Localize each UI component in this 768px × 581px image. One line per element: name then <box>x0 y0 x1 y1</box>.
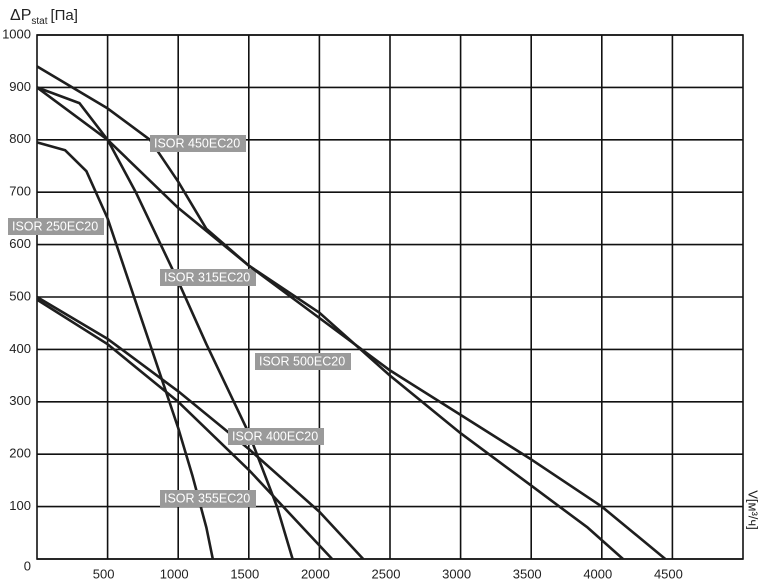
y-tick-label: 100 <box>9 498 31 513</box>
x-tick-label: 4000 <box>583 566 612 581</box>
x-tick-label: 3500 <box>513 566 542 581</box>
fan-curve <box>36 86 667 561</box>
curve-label: ISOR 400EC20 <box>232 429 318 443</box>
x-tick-label: 3000 <box>442 566 471 581</box>
x-tick-label: 1000 <box>160 566 189 581</box>
curve-label-box <box>8 218 104 235</box>
y-tick-label: 500 <box>9 288 31 303</box>
curve-label: ISOR 450EC20 <box>154 136 240 150</box>
x-axis-label: V[м³/ч] <box>746 490 761 530</box>
y-tick-label: 0 <box>24 558 31 573</box>
x-tick-label: 2000 <box>301 566 330 581</box>
y-tick-label: 300 <box>9 393 31 408</box>
curve-label-box <box>160 490 256 507</box>
curve-label-box <box>228 428 324 445</box>
y-tick-label: 200 <box>9 446 31 461</box>
y-tick-label: 900 <box>9 79 31 94</box>
fan-curve <box>36 141 215 560</box>
curve-label-box <box>255 353 351 370</box>
curve-label: ISOR 500EC20 <box>259 354 345 368</box>
x-tick-label: 4500 <box>654 566 683 581</box>
x-tick-label: 1500 <box>230 566 259 581</box>
fan-curve <box>36 65 624 560</box>
y-axis-label: ΔPstat [Па] <box>10 7 78 27</box>
x-tick-label: 2500 <box>372 566 401 581</box>
y-tick-label: 600 <box>9 236 31 251</box>
y-tick-label: 400 <box>9 341 31 356</box>
x-tick-label: 500 <box>93 566 115 581</box>
curve-label-box <box>160 269 256 286</box>
fan-curve <box>36 295 365 560</box>
y-tick-label: 800 <box>9 131 31 146</box>
y-tick-label: 700 <box>9 184 31 199</box>
curve-label: ISOR 315EC20 <box>164 270 250 284</box>
y-tick-label: 1000 <box>2 26 31 41</box>
fan-curve <box>36 298 334 560</box>
curve-label: ISOR 250EC20 <box>12 219 98 233</box>
curve-label: ISOR 355EC20 <box>164 491 250 505</box>
curve-label-box <box>150 135 246 152</box>
